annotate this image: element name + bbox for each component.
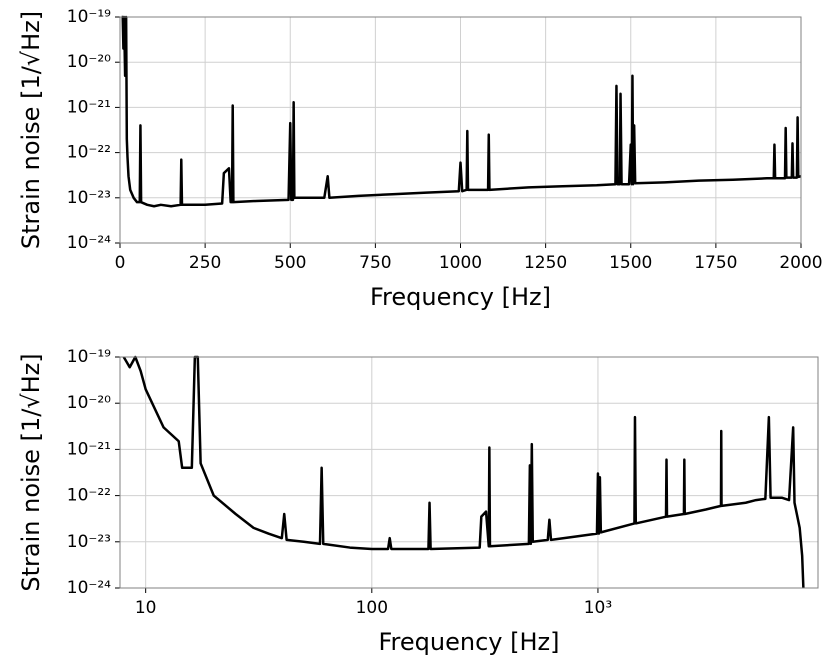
x-tick-label: 1000 (439, 253, 482, 273)
x-tick-label: 10 (135, 598, 157, 618)
y-tick-label: 10⁻²¹ (67, 97, 111, 117)
y-tick-label: 10⁻²⁴ (67, 233, 111, 253)
x-tick-label: 1250 (524, 253, 567, 273)
y-tick-label: 10⁻²⁰ (67, 393, 111, 413)
plot-area (120, 357, 818, 588)
x-tick-label: 10³ (584, 598, 612, 618)
y-tick-label: 10⁻²¹ (67, 439, 111, 459)
y-axis-label: Strain noise [1/√Hz] (17, 353, 45, 591)
y-tick-label: 10⁻²² (67, 486, 111, 506)
y-tick-label: 10⁻¹⁹ (67, 7, 111, 27)
x-axis-label: Frequency [Hz] (379, 628, 560, 656)
y-tick-label: 10⁻¹⁹ (67, 347, 111, 367)
x-tick-label: 100 (356, 598, 388, 618)
plot-frame (119, 16, 802, 244)
y-tick-label: 10⁻²³ (67, 188, 111, 208)
x-tick-label: 1500 (609, 253, 652, 273)
y-tick-label: 10⁻²³ (67, 532, 111, 552)
x-tick-label: 0 (115, 253, 126, 273)
x-tick-label: 2000 (779, 253, 822, 273)
y-tick-label: 10⁻²⁰ (67, 52, 111, 72)
x-tick-label: 250 (189, 253, 221, 273)
y-tick-label: 10⁻²² (67, 143, 111, 163)
x-tick-label: 750 (359, 253, 391, 273)
y-tick-label: 10⁻²⁴ (67, 578, 111, 598)
plot-frame (119, 356, 819, 589)
x-axis-label: Frequency [Hz] (370, 283, 551, 311)
x-tick-label: 1750 (694, 253, 737, 273)
y-axis-label: Strain noise [1/√Hz] (17, 11, 45, 249)
spectrum-line (121, 15, 802, 208)
x-tick-label: 500 (274, 253, 306, 273)
spectrum-line (122, 355, 805, 589)
